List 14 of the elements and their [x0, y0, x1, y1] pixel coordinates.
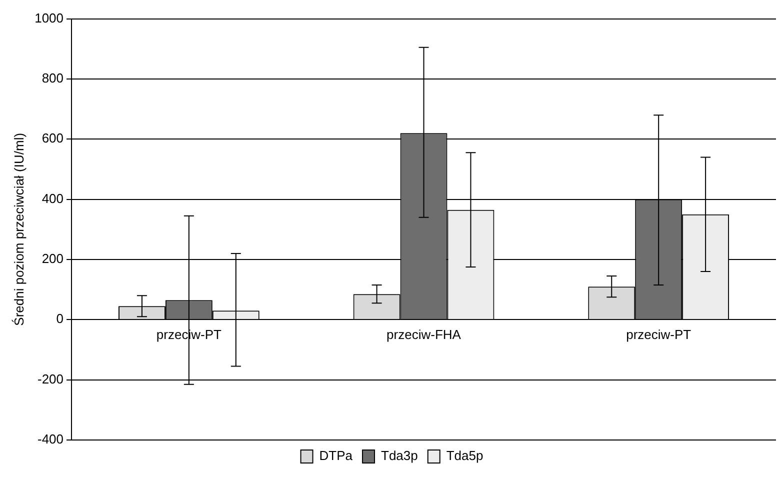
legend-label: DTPa: [319, 448, 354, 464]
x-tick-label: przeciw-FHA: [386, 327, 462, 342]
y-tick-label: 0: [56, 311, 64, 326]
y-tick-label: 200: [42, 251, 64, 266]
y-tick-label: 600: [42, 130, 64, 146]
legend-label: Tda5p: [446, 448, 484, 464]
y-tick-label: -400: [37, 432, 64, 447]
y-axis-title: Średni poziom przeciwciał (IU/ml): [11, 132, 26, 326]
y-tick-label: 1000: [34, 10, 64, 26]
y-tick-label: -200: [37, 371, 64, 386]
y-tick-label: 800: [42, 70, 64, 86]
y-tick-label: 400: [42, 190, 64, 206]
x-tick-label: przeciw-PT: [626, 327, 692, 342]
legend-label: Tda3p: [381, 448, 418, 464]
